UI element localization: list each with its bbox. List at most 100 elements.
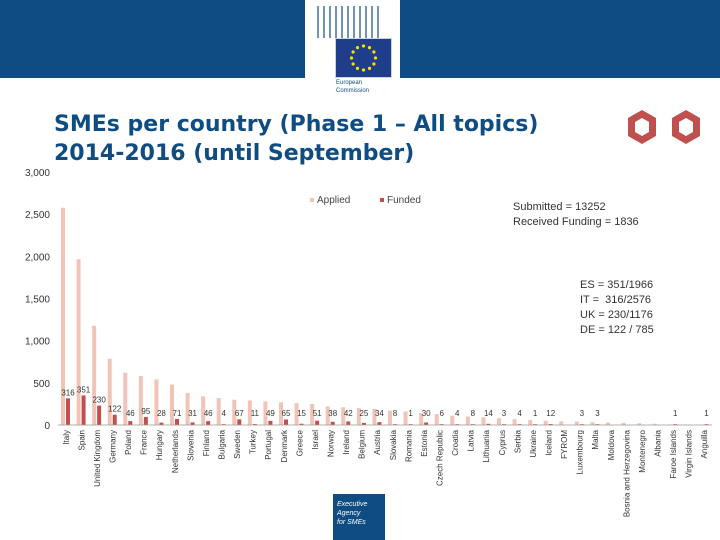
applied-bar bbox=[310, 403, 315, 425]
x-category-label: Luxembourg bbox=[576, 430, 585, 474]
x-category-label: Turkey bbox=[249, 430, 258, 454]
applied-bar bbox=[216, 398, 221, 425]
title-line2: 2014-2016 (until September) bbox=[54, 141, 415, 166]
x-category-label: United Kingdom bbox=[93, 430, 102, 487]
funded-value-label: 15 bbox=[297, 409, 306, 418]
applied-bar bbox=[263, 401, 268, 425]
applied-bar bbox=[574, 421, 579, 425]
funded-value-label: 351 bbox=[77, 385, 91, 394]
funded-value-label: 3 bbox=[502, 409, 507, 418]
funded-bar bbox=[206, 421, 211, 425]
funded-value-label: 71 bbox=[173, 409, 182, 418]
y-tick-label: 2,500 bbox=[25, 210, 50, 221]
x-category-label: Norway bbox=[327, 430, 336, 457]
funded-bar bbox=[175, 419, 179, 425]
applied-bar bbox=[419, 413, 424, 425]
funded-bar bbox=[284, 419, 288, 425]
funded-value-label: 46 bbox=[204, 409, 213, 418]
x-category-label: Belgium bbox=[358, 430, 367, 459]
x-category-label: Israel bbox=[311, 430, 320, 450]
funded-bar bbox=[97, 405, 102, 425]
funded-value-label: 3 bbox=[595, 409, 600, 418]
x-category-label: Moldova bbox=[607, 429, 616, 460]
x-category-label: Anguilla bbox=[700, 429, 709, 458]
x-category-label: Bulgaria bbox=[218, 429, 227, 459]
x-category-label: Slovakia bbox=[389, 429, 398, 460]
footer-line1: Executive bbox=[337, 501, 368, 508]
funded-bar bbox=[112, 414, 117, 425]
funded-value-label: 3 bbox=[580, 409, 585, 418]
funded-value-label: 4 bbox=[455, 409, 460, 418]
funded-bar bbox=[143, 416, 148, 425]
funded-value-label: 28 bbox=[157, 409, 166, 418]
applied-bar bbox=[61, 207, 65, 425]
funded-bar bbox=[159, 422, 164, 425]
applied-bar bbox=[388, 410, 392, 425]
funded-value-label: 42 bbox=[344, 409, 353, 418]
funded-value-label: 230 bbox=[92, 396, 106, 405]
share-de: DE = 122 / 785 bbox=[580, 324, 654, 336]
summary-box: Submitted = 13252 Received Funding = 183… bbox=[510, 198, 683, 232]
x-category-label: Slovenia bbox=[186, 429, 195, 460]
funded-value-label: 8 bbox=[393, 409, 398, 418]
x-category-label: Sweden bbox=[233, 430, 242, 459]
applied-bar bbox=[185, 392, 190, 425]
funded-bar bbox=[268, 420, 273, 425]
funded-value-label: 4 bbox=[221, 409, 226, 418]
applied-bar bbox=[621, 422, 626, 425]
y-tick-label: 3,000 bbox=[25, 168, 50, 179]
applied-bar bbox=[652, 423, 657, 425]
x-category-label: Poland bbox=[124, 430, 133, 455]
x-category-label: Greece bbox=[295, 429, 304, 456]
y-tick-label: 1,500 bbox=[25, 295, 50, 306]
funded-value-label: 65 bbox=[282, 409, 291, 418]
x-category-label: Lithuania bbox=[482, 429, 491, 462]
funded-value-label: 46 bbox=[126, 409, 135, 418]
applied-bar bbox=[279, 402, 283, 425]
x-category-label: Portugal bbox=[264, 430, 273, 460]
funded-bar bbox=[252, 424, 257, 425]
applied-bar bbox=[450, 415, 455, 425]
applied-bar bbox=[356, 408, 361, 425]
applied-bar bbox=[294, 403, 299, 425]
applied-bar bbox=[403, 411, 408, 425]
country-share-box: ES = 351/1966 IT = 316/2576 UK = 230/117… bbox=[576, 278, 688, 338]
easme-logo bbox=[333, 494, 385, 540]
applied-bar bbox=[232, 399, 237, 425]
x-category-label: Latvia bbox=[467, 429, 476, 451]
received-text: Received Funding = 1836 bbox=[513, 216, 639, 228]
x-category-label: Estonia bbox=[420, 429, 429, 456]
x-category-label: Iceland bbox=[545, 430, 554, 456]
funded-bar bbox=[315, 420, 320, 425]
logo-line2: Commission bbox=[336, 88, 370, 94]
legend-applied-swatch bbox=[310, 198, 314, 203]
x-category-label: Hungary bbox=[155, 430, 164, 460]
legend-funded-swatch bbox=[380, 198, 384, 203]
applied-bar bbox=[341, 407, 346, 425]
x-category-label: Czech Republic bbox=[436, 430, 445, 486]
x-category-label: Denmark bbox=[280, 429, 289, 462]
x-category-label: Ireland bbox=[342, 430, 351, 454]
y-tick-label: 1,000 bbox=[25, 337, 50, 348]
funded-value-label: 122 bbox=[108, 405, 122, 414]
x-category-label: Italy bbox=[62, 430, 71, 445]
applied-bar bbox=[170, 384, 174, 425]
funded-value-label: 38 bbox=[328, 409, 337, 418]
x-category-label: Virgin Islands bbox=[685, 430, 694, 478]
x-category-label: Serbia bbox=[513, 429, 522, 453]
funded-value-label: 49 bbox=[266, 409, 275, 418]
legend-funded-label: Funded bbox=[387, 195, 421, 206]
applied-bar bbox=[543, 420, 548, 425]
funded-value-label: 31 bbox=[188, 409, 197, 418]
legend-funded: Funded bbox=[380, 195, 421, 206]
title-line1: SMEs per country (Phase 1 – All topics) bbox=[54, 112, 539, 137]
eu-flag-icon bbox=[335, 38, 392, 78]
applied-bar bbox=[590, 422, 595, 425]
funded-bar bbox=[377, 422, 382, 425]
funded-bar bbox=[81, 395, 86, 425]
funded-value-label: 6 bbox=[439, 409, 444, 418]
applied-bar bbox=[76, 259, 81, 425]
x-category-label: FYROM bbox=[560, 430, 569, 459]
x-category-label: Albania bbox=[654, 429, 663, 456]
funded-value-label: 1 bbox=[408, 409, 413, 418]
